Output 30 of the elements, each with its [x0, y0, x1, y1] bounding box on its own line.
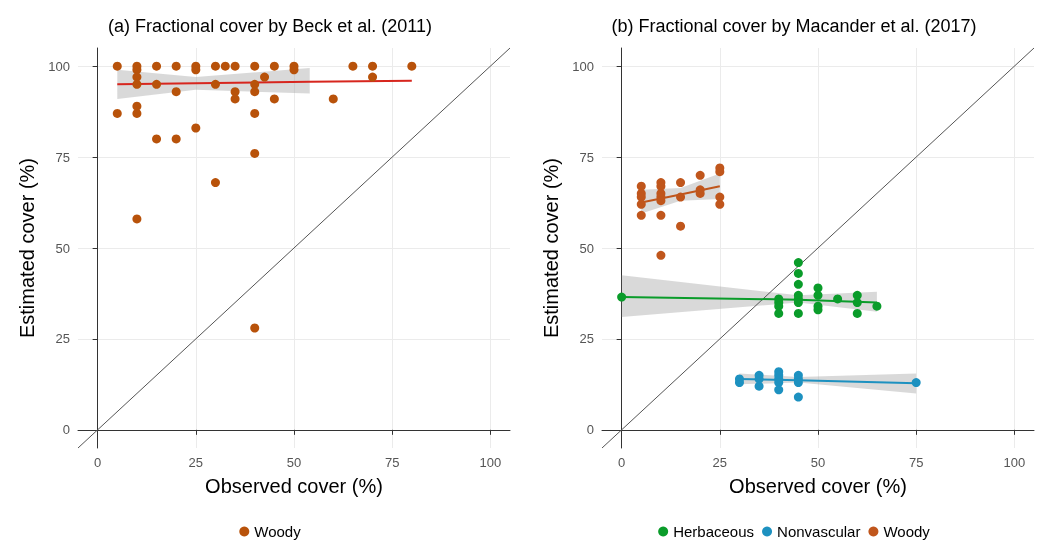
y-tick-label: 100: [572, 58, 594, 74]
y-tick-label: 25: [55, 331, 70, 347]
y-axis-title: Estimated cover (%): [540, 157, 563, 339]
x-tick-label: 25: [188, 455, 204, 470]
x-tick-label: 0: [618, 455, 626, 470]
x-tick-label: 100: [479, 455, 502, 470]
y-tick-label: 50: [579, 240, 594, 256]
x-tick-label: 75: [908, 455, 924, 470]
x-tick-label: 50: [286, 455, 302, 470]
y-tick-label: 0: [62, 422, 70, 438]
chart-title: (b) Fractional cover by Macander et al. (2017): [611, 16, 977, 36]
x-tick-label: 100: [1003, 455, 1026, 470]
x-tick-label: 25: [712, 455, 728, 470]
x-tick-label: 50: [810, 455, 826, 470]
y-tick-label: 0: [586, 422, 594, 438]
y-axis-title: Estimated cover (%): [16, 157, 39, 339]
legend-label: Nonvascular: [777, 523, 861, 540]
legend-label: Woody: [254, 523, 302, 540]
x-tick-label: 0: [94, 455, 102, 470]
y-tick-label: 50: [55, 240, 70, 256]
y-tick-label: 75: [55, 149, 70, 165]
legend-label: Woody: [883, 523, 931, 540]
y-tick-label: 75: [579, 149, 594, 165]
x-axis-title: Observed cover (%): [205, 475, 383, 497]
x-axis-title: Observed cover (%): [729, 475, 907, 497]
x-tick-label: 75: [384, 455, 400, 470]
y-tick-label: 100: [48, 58, 70, 74]
legend-label: Herbaceous: [673, 523, 755, 540]
chart-title: (a) Fractional cover by Beck et al. (2011): [108, 16, 432, 36]
y-tick-label: 25: [579, 331, 594, 347]
